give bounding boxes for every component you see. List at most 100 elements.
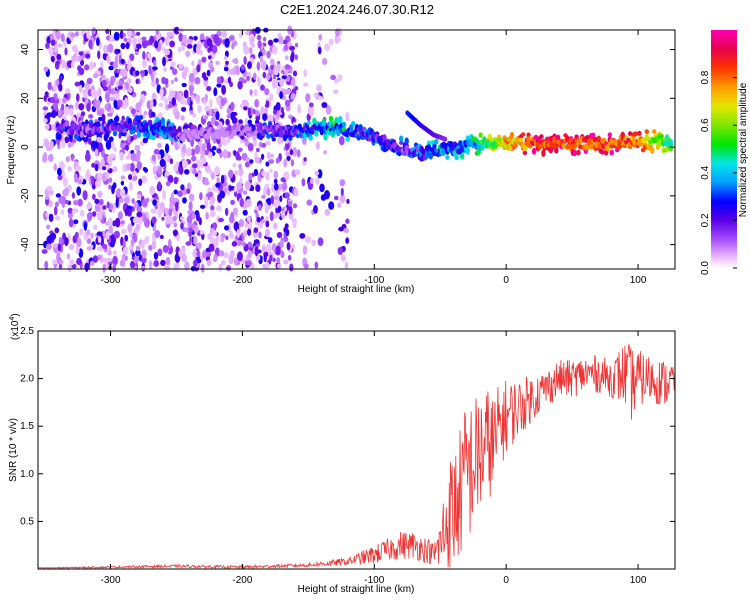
spectrogram-cell (275, 157, 280, 164)
spectrogram-cell (216, 76, 222, 84)
spectrogram-ridge-cell (136, 119, 142, 124)
spectrogram-cell (232, 66, 236, 76)
spectrogram-cell (97, 50, 101, 60)
spectrogram-cell (88, 39, 93, 49)
spectrogram-cell (281, 210, 286, 220)
spectrogram-ridge-cell (96, 121, 101, 128)
spectrogram-ridge-cell (225, 118, 230, 126)
spectrogram-ridge-cell (591, 132, 596, 138)
spectrogram-cell (129, 231, 133, 238)
spectrogram-cell (154, 40, 159, 49)
spectrogram-cell (103, 44, 109, 54)
spectrogram-cell (303, 82, 309, 87)
spectrogram-cell (173, 263, 178, 270)
spectrogram-cell (247, 249, 252, 259)
spectrogram-cell (88, 114, 94, 119)
spectrogram-cell (236, 228, 240, 239)
spectrogram-cell (71, 192, 76, 199)
spectrogram-ridge-cell (561, 142, 566, 149)
spectrogram-cell (321, 57, 328, 66)
colorbar-tick-label: 0.0 (700, 261, 711, 275)
spectrogram-cell (279, 78, 285, 87)
spectrogram-cell (249, 36, 253, 46)
spectrogram-cell (122, 246, 129, 255)
spectrogram-cell (267, 237, 273, 244)
spectrogram-cell (76, 237, 82, 248)
spectrogram-cell (269, 168, 273, 173)
spectrogram-cell (271, 243, 277, 252)
spectrogram-cell (162, 56, 166, 67)
spectrogram-cell (116, 49, 121, 54)
spectrogram-cell (127, 86, 133, 94)
spectrogram-ridge-cell (539, 134, 544, 139)
spectrogram-cell (68, 244, 75, 251)
spectrogram-ridge-cell (522, 144, 528, 152)
spectrogram-cell (157, 208, 163, 218)
spectrogram-cell (247, 228, 252, 236)
spectrogram-cell (337, 74, 343, 82)
spectrogram-cell (95, 99, 101, 107)
spectrogram-cell (313, 205, 318, 214)
spectrogram-ridge-cell (657, 141, 662, 147)
spectrogram-cell (231, 42, 235, 50)
spectrogram-cell (121, 253, 126, 263)
spectrogram-ridge-cell (404, 137, 409, 145)
spectrogram-cell (345, 218, 350, 224)
spectrogram-cell (157, 153, 162, 160)
spectrogram-cell (52, 244, 59, 248)
spectrogram-ridge-cell (308, 135, 313, 141)
spectrogram-cell (346, 198, 350, 204)
spectrogram-cell (243, 229, 248, 238)
spectrogram-cell (265, 243, 272, 254)
spectrogram-cell (112, 182, 117, 190)
spectrogram-cell (127, 57, 131, 67)
spectrogram-cell (213, 87, 218, 97)
spectrogram-cell (66, 253, 71, 260)
spectrogram-cell (164, 36, 170, 46)
spectrogram-cell (58, 259, 64, 265)
spectrogram-cell (231, 241, 238, 247)
spectrogram-cell (286, 155, 291, 161)
spectrogram-cell (284, 223, 289, 229)
spectrogram-cell (90, 89, 97, 98)
spectrogram-cell (281, 95, 287, 101)
spectrogram-cell (135, 245, 141, 252)
spectrogram-cell (183, 89, 189, 99)
spectrogram-cell (258, 231, 262, 239)
spectrogram-cell (84, 82, 89, 90)
spectrogram-cell (241, 99, 248, 105)
spectrogram-cell (49, 140, 54, 150)
spectrogram-cell (185, 188, 191, 194)
spectrogram-cell (261, 219, 266, 224)
spectrogram-cell (61, 103, 65, 111)
spectrogram-ridge-cell (212, 136, 217, 144)
spectrogram-cell (50, 55, 55, 63)
spectrogram-cell (284, 192, 290, 199)
spectrogram-ridge-cell (637, 130, 642, 136)
spectrogram-cell (84, 152, 91, 162)
spectrogram-cell (190, 148, 196, 156)
spectrogram-cell (141, 249, 147, 259)
spectrogram-cell (243, 45, 250, 55)
spectrogram-cell (251, 43, 255, 48)
spectrogram-cell (172, 229, 178, 237)
spectrogram-cell (193, 259, 198, 268)
spectrogram-cell (52, 102, 59, 110)
spectrogram-cell (260, 84, 265, 91)
spectrogram-cell (202, 157, 207, 165)
spectrogram-cell (117, 85, 123, 90)
spectrogram-cell (101, 113, 106, 123)
spectrogram-frame (37, 29, 676, 270)
spectrogram-cell (112, 61, 119, 69)
spectrogram-cell (194, 77, 201, 85)
spectrogram-cell (283, 44, 289, 52)
spectrogram-cell (67, 166, 72, 172)
spectrogram-ridge-cell (321, 121, 326, 128)
spectrogram-cell (70, 32, 76, 38)
spectrogram-cell (97, 142, 103, 153)
spectrogram-cell (97, 87, 102, 97)
spectrogram-cell (214, 166, 220, 176)
spectrogram-cell (188, 72, 195, 83)
spectrogram-ridge-cell (644, 129, 649, 135)
spectrogram-cell (215, 96, 222, 104)
